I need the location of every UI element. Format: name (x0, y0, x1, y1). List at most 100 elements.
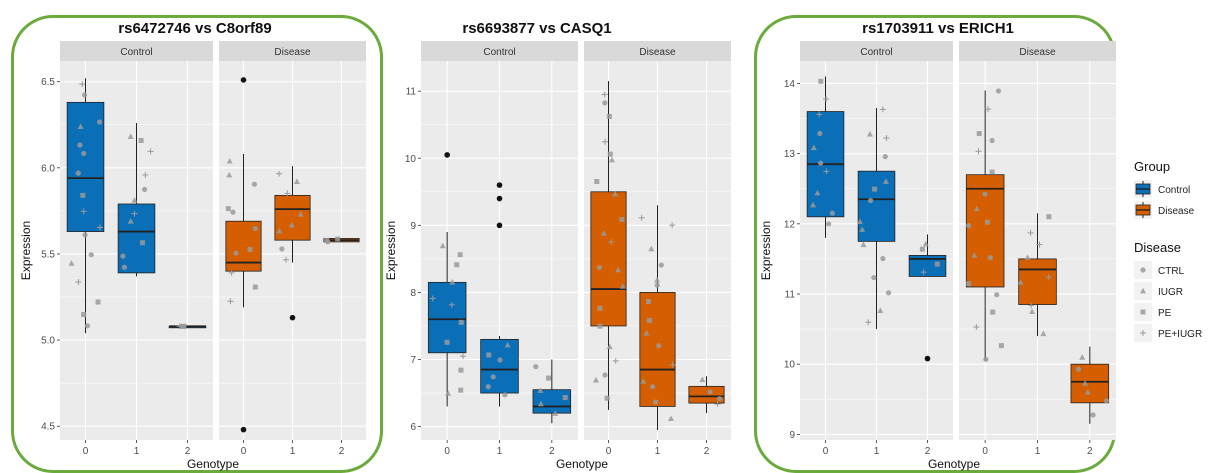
jitter-point (248, 247, 253, 252)
jitter-point (817, 131, 822, 136)
box-outlier (497, 182, 503, 188)
jitter-point (990, 138, 995, 143)
y-tick-label: 14 (784, 79, 796, 90)
jitter-point (935, 262, 940, 267)
jitter-point (77, 142, 82, 147)
x-tick-label: 2 (925, 446, 931, 457)
legend-label: PE+IUGR (1158, 329, 1202, 340)
jitter-point (491, 374, 496, 379)
y-tick-label: 8 (410, 288, 416, 299)
y-tick-label: 6.0 (41, 163, 55, 174)
box-outlier (290, 315, 296, 321)
x-tick-label: 0 (982, 446, 988, 457)
jitter-point (233, 250, 238, 255)
facet-panel-control: Control0 1 2 (60, 41, 213, 457)
jitter-point (140, 240, 145, 245)
jitter-point (502, 392, 507, 397)
jitter-point (818, 79, 823, 84)
x-tick-label: 0 (606, 446, 612, 457)
jitter-point (985, 220, 990, 225)
jitter-point (594, 179, 599, 184)
jitter-point (826, 221, 831, 226)
jitter-point (871, 275, 876, 280)
jitter-point (990, 170, 995, 175)
jitter-point (988, 255, 993, 260)
jitter-point (82, 232, 87, 237)
box-outlier (925, 356, 931, 362)
x-tick-label: 0 (823, 446, 829, 457)
facet-panel-disease: Disease 0 1 2 (219, 41, 366, 457)
jitter-point (994, 292, 999, 297)
jitter-point (180, 324, 185, 329)
x-axis-label: Genotype (928, 457, 980, 471)
y-tick-label: 10 (405, 154, 417, 165)
jitter-point (1104, 398, 1109, 403)
x-tick-label: 2 (704, 446, 710, 457)
chart-title: rs1703911 vs ERICH1 (862, 20, 1014, 37)
jitter-point (89, 252, 94, 257)
x-axis-label: Genotype (187, 457, 239, 471)
jitter-point (82, 92, 87, 97)
jitter-point (647, 318, 652, 323)
jitter-point (226, 206, 231, 211)
jitter-point (230, 210, 235, 215)
box-outlier (241, 77, 247, 83)
legend-shape-square (1141, 310, 1146, 315)
box-outlier (241, 427, 247, 433)
legend-label: IUGR (1158, 287, 1183, 298)
jitter-point (659, 262, 664, 267)
jitter-point (1046, 214, 1051, 219)
jitter-point (656, 343, 661, 348)
x-tick-label: 1 (497, 446, 503, 457)
jitter-point (708, 389, 713, 394)
jitter-point (546, 376, 551, 381)
y-tick-label: 4.5 (41, 422, 55, 433)
jitter-point (454, 262, 459, 267)
jitter-point (646, 299, 651, 304)
chart-2: rs6693877 vs CASQ1Control0 1 2Disease0 1 267… (384, 20, 731, 471)
jitter-point (717, 396, 722, 401)
y-tick-label: 13 (784, 149, 796, 160)
x-tick-label: 2 (185, 446, 191, 457)
jitter-point (81, 151, 86, 156)
jitter-point (1076, 367, 1081, 372)
jitter-point (920, 247, 925, 252)
facet-strip-label: Disease (1019, 47, 1056, 58)
y-tick-label: 6 (410, 422, 416, 433)
jitter-point (818, 161, 823, 166)
box-body (275, 195, 310, 240)
box-body (591, 192, 626, 326)
y-tick-label: 9 (789, 430, 795, 441)
jitter-point (497, 357, 502, 362)
jitter-point (868, 198, 873, 203)
jitter-point (486, 352, 491, 357)
facet-panel-disease: Disease 0 1 2 (584, 41, 731, 457)
jitter-point (883, 154, 888, 159)
jitter-point (142, 187, 147, 192)
x-tick-label: 1 (290, 446, 296, 457)
jitter-point (597, 265, 602, 270)
legend-label: Control (1158, 185, 1190, 196)
facet-strip-label: Control (120, 47, 152, 58)
jitter-point (653, 399, 658, 404)
y-axis-label: Expression (384, 221, 398, 280)
box-outlier (444, 152, 450, 158)
box-body (1019, 259, 1057, 305)
facet-panel-disease: Disease 0 1 2 (959, 41, 1116, 457)
jitter-point (122, 265, 127, 270)
y-axis-label: Expression (19, 221, 33, 280)
jitter-point (607, 114, 612, 119)
jitter-point (139, 138, 144, 143)
facet-strip-label: Control (483, 47, 515, 58)
facet-strip-label: Disease (274, 47, 311, 58)
box-body (640, 292, 675, 406)
jitter-point (96, 300, 101, 305)
jitter-point (872, 187, 877, 192)
y-tick-label: 10 (784, 360, 796, 371)
jitter-point (335, 237, 340, 242)
y-tick-label: 5.0 (41, 336, 55, 347)
y-axis-label: Expression (759, 221, 773, 280)
legend-label: Disease (1158, 206, 1195, 217)
box-outlier (497, 196, 503, 202)
